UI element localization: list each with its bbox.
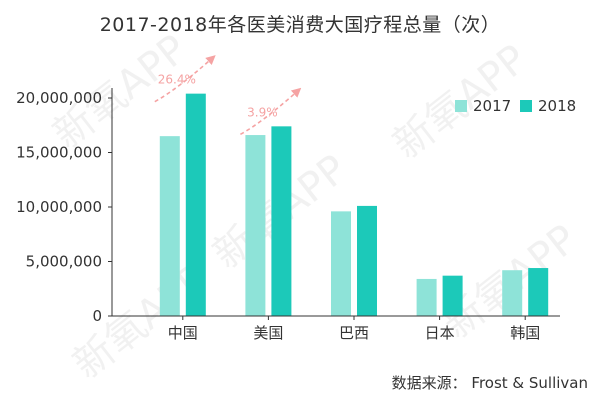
y-tick-label: 0 <box>92 307 102 325</box>
bar-2017-美国 <box>245 135 266 316</box>
growth-label: 26.4% <box>158 73 196 87</box>
bar-2017-韩国 <box>502 270 523 316</box>
legend-swatch-2017 <box>455 100 467 112</box>
x-tick-label: 日本 <box>425 324 455 342</box>
bar-2017-巴西 <box>331 211 351 316</box>
y-tick-label: 15,000,000 <box>16 144 102 162</box>
y-tick-label: 5,000,000 <box>26 253 102 271</box>
x-tick-label: 美国 <box>253 324 283 342</box>
growth-arrow <box>240 87 302 136</box>
growth-label: 3.9% <box>247 105 278 119</box>
data-source: 数据来源： Frost & Sullivan <box>391 374 588 392</box>
bar-2017-日本 <box>416 278 437 316</box>
legend-swatch-2018 <box>520 100 532 112</box>
x-tick-label: 中国 <box>168 324 198 342</box>
growth-annotations: 26.4% 3.9% <box>154 55 302 136</box>
x-axis: 中国 美国 巴西 日本 韩国 <box>112 315 560 342</box>
bar-2018-韩国 <box>528 268 549 316</box>
bar-2018-日本 <box>442 275 463 316</box>
chart-title: 2017-2018年各医美消费大国疗程总量（次） <box>99 14 501 36</box>
legend-label-2018: 2018 <box>538 97 576 115</box>
x-tick-label: 巴西 <box>339 324 369 342</box>
bar-2017-中国 <box>159 136 180 316</box>
y-tick-label: 10,000,000 <box>16 198 102 216</box>
legend-label-2017: 2017 <box>473 97 511 115</box>
x-tick-label: 韩国 <box>510 324 540 342</box>
bar-2018-中国 <box>185 93 206 316</box>
bars <box>159 93 549 316</box>
y-axis: 0 5,000,000 10,000,000 15,000,000 20,000,000 <box>16 88 113 325</box>
y-tick-label: 20,000,000 <box>16 89 102 107</box>
bar-2018-巴西 <box>357 205 377 316</box>
growth-arrow <box>154 55 216 103</box>
legend: 2017 2018 <box>455 97 576 115</box>
bar-2018-美国 <box>271 126 292 316</box>
